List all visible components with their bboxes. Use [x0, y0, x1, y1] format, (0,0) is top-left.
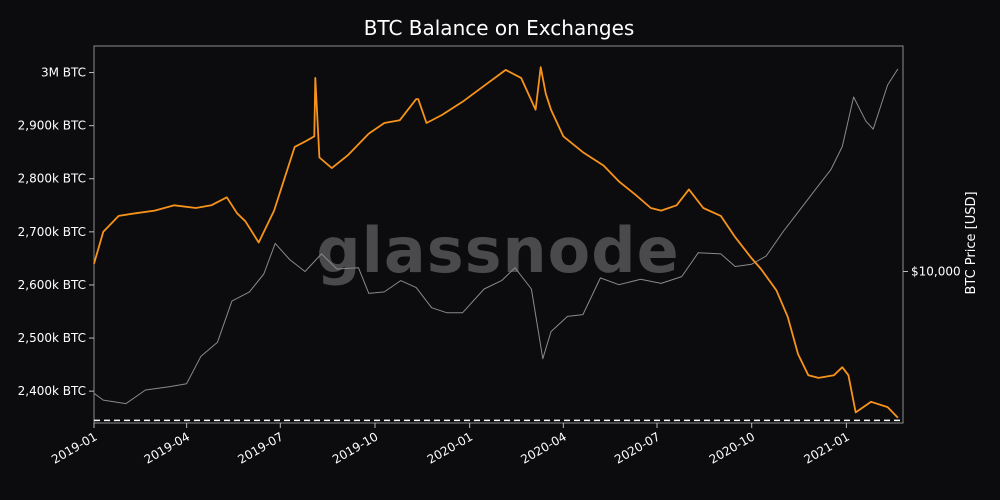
plot-frame: [93, 45, 904, 424]
x-tick-label: 2020-10: [707, 429, 757, 466]
x-tick-label: 2019-07: [235, 429, 285, 466]
y-left-tick-label: 2,800k BTC: [18, 172, 86, 186]
y-axis-right-label: BTC Price [USD]: [964, 191, 979, 294]
y-left-tick-label: 2,600k BTC: [18, 278, 86, 292]
series-layer: [93, 66, 903, 422]
x-tick-label: 2020-07: [612, 429, 662, 466]
x-tick-label: 2021-01: [801, 429, 851, 466]
series-line-balance: [93, 66, 899, 419]
y-left-tick-label: 3M BTC: [41, 66, 86, 80]
y-left-tick-label: 2,700k BTC: [18, 225, 86, 239]
x-tick-label: 2019-10: [330, 429, 380, 466]
y-left-tick-label: 2,900k BTC: [18, 119, 86, 133]
series-line-price: [93, 68, 899, 405]
y-axis-right: $10,000: [903, 264, 961, 278]
x-axis: 2019-01 2019-04 2019-07 2019-10 2020-01 2020-…: [49, 423, 852, 467]
x-tick-label: 2019-04: [142, 429, 192, 466]
x-tick-label: 2020-04: [518, 429, 568, 466]
chart-title: BTC Balance on Exchanges: [364, 16, 635, 40]
x-tick-label: 2019-01: [49, 429, 99, 466]
x-tick-label: 2020-01: [425, 429, 475, 466]
y-left-tick-label: 2,500k BTC: [18, 331, 86, 345]
watermark-logo: glassnode: [316, 214, 679, 287]
y-axis-left: 3M BTC 2,900k BTC 2,800k BTC 2,700k BTC 2,60…: [18, 66, 94, 398]
y-right-tick-label: $10,000: [911, 264, 961, 278]
y-left-tick-label: 2,400k BTC: [18, 384, 86, 398]
